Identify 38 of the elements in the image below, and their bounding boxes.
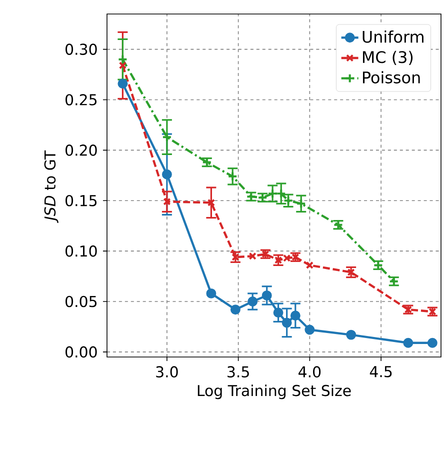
x-tick-label: 3.5 (228, 366, 249, 378)
y-axis-title: JSD to GT (44, 150, 58, 223)
point (163, 198, 171, 206)
point (248, 296, 258, 306)
x-tick-label: 4.5 (370, 366, 392, 378)
point (248, 252, 256, 260)
point (228, 171, 238, 182)
y-tick-label: 0.15 (66, 194, 97, 206)
point (290, 310, 300, 321)
x-tick-label: 4.0 (298, 366, 321, 378)
y-tick-label: 0.20 (66, 144, 97, 156)
y-tick-label: 0.25 (66, 94, 97, 106)
point (306, 261, 314, 270)
point (207, 198, 216, 206)
point (403, 338, 414, 348)
point (118, 62, 127, 70)
legend-label: Poisson (362, 71, 420, 84)
y-tick-label: 0.05 (66, 296, 97, 308)
point (304, 324, 315, 335)
point (230, 304, 240, 315)
point (118, 54, 128, 64)
y-tick-label: 0.10 (66, 245, 97, 257)
point (273, 308, 284, 318)
legend-label: Uniform (362, 30, 424, 43)
point (282, 318, 292, 328)
point (296, 198, 306, 209)
point (346, 330, 356, 340)
y-tick-label: 0.30 (66, 44, 97, 55)
point (206, 288, 216, 298)
point (262, 290, 272, 300)
y-tick-label: 0.00 (66, 346, 97, 358)
point (162, 132, 172, 142)
x-axis-title: Log Training Set Size (198, 384, 351, 400)
point (427, 338, 438, 348)
point (118, 78, 128, 89)
legend-label: MC (3) (362, 50, 413, 66)
x-tick-label: 3.0 (156, 366, 178, 378)
point (162, 169, 172, 180)
